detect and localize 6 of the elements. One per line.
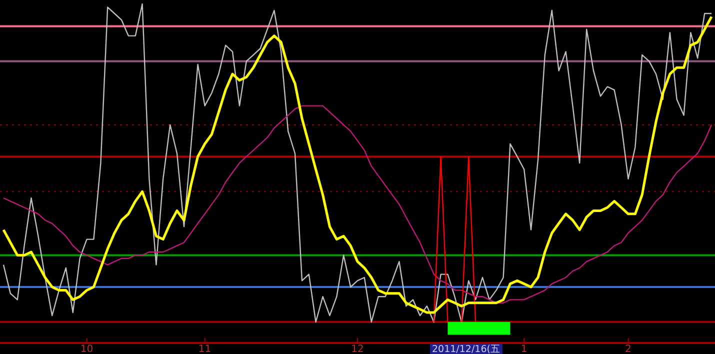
x-tick-label: 2 [625, 344, 632, 354]
x-tick-label: 10 [80, 344, 94, 354]
text: 2011/12/16(五 [432, 344, 500, 354]
x-tick-label: 1 [520, 344, 528, 354]
x-tick-label: 11 [198, 344, 212, 354]
x-tick-label: 12 [351, 344, 364, 354]
